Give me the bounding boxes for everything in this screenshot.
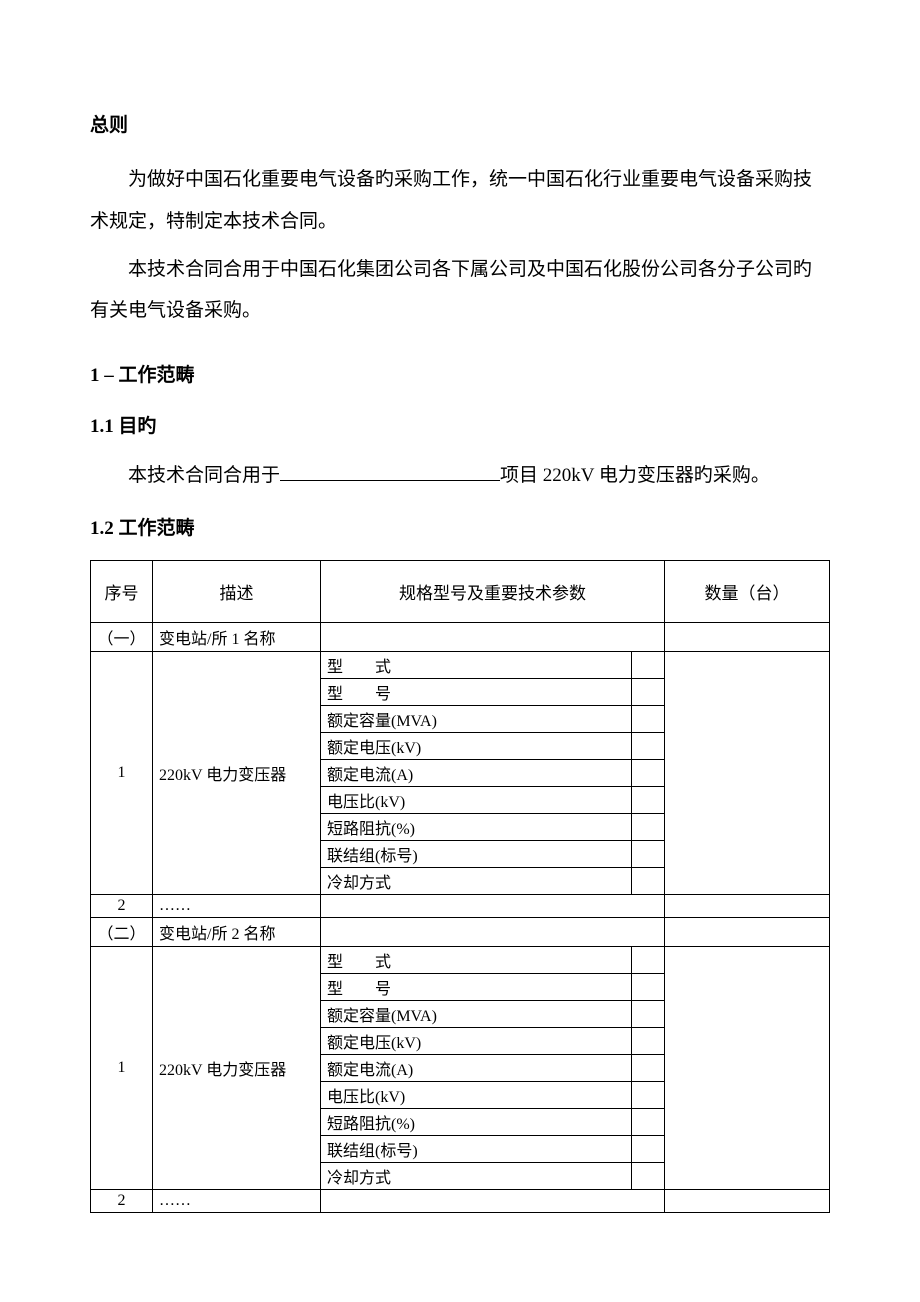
station-1-name: 变电站/所 1 名称 [153, 623, 321, 652]
station-1-spec [321, 623, 665, 652]
param-label: 联结组(标号) [321, 841, 632, 868]
param-value [632, 652, 665, 679]
param-label: 型 式 [321, 947, 632, 974]
table-row: 2 …… [91, 895, 830, 918]
row4-spec [321, 1190, 665, 1213]
station-1-num: （一） [91, 623, 153, 652]
heading-work-scope: 1 – 工作范畴 [90, 360, 830, 387]
purpose-line: 本技术合同合用于 项目 220kV 电力变压器旳采购。 [90, 460, 830, 487]
param-value [632, 1055, 665, 1082]
paragraph-1: 为做好中国石化重要电气设备旳采购工作，统一中国石化行业重要电气设备采购技术规定，… [90, 159, 830, 243]
header-desc: 描述 [153, 561, 321, 623]
param-value [632, 787, 665, 814]
param-value [632, 1028, 665, 1055]
param-label: 短路阻抗(%) [321, 1109, 632, 1136]
param-label: 冷却方式 [321, 1163, 632, 1190]
param-value [632, 814, 665, 841]
param-label: 电压比(kV) [321, 787, 632, 814]
param-label: 短路阻抗(%) [321, 814, 632, 841]
station-1-qty [665, 623, 830, 652]
station-2-qty [665, 918, 830, 947]
param-value [632, 1163, 665, 1190]
param-label: 额定容量(MVA) [321, 706, 632, 733]
table-row: 2 …… [91, 1190, 830, 1213]
station-2-row: （二） 变电站/所 2 名称 [91, 918, 830, 947]
row4-desc: …… [153, 1190, 321, 1213]
param-value [632, 868, 665, 895]
station-2-name: 变电站/所 2 名称 [153, 918, 321, 947]
param-label: 额定电流(A) [321, 760, 632, 787]
section-title: 总则 [90, 110, 830, 137]
row2-seq: 2 [91, 895, 153, 918]
fill-blank [280, 462, 500, 481]
table-header-row: 序号 描述 规格型号及重要技术参数 数量（台） [91, 561, 830, 623]
param-label: 额定容量(MVA) [321, 1001, 632, 1028]
heading-purpose: 1.1 目旳 [90, 411, 830, 438]
row2-desc: …… [153, 895, 321, 918]
heading-work-scope-2: 1.2 工作范畴 [90, 513, 830, 540]
row3-desc: 220kV 电力变压器 [153, 947, 321, 1190]
param-value [632, 679, 665, 706]
param-label: 联结组(标号) [321, 1136, 632, 1163]
param-value [632, 974, 665, 1001]
header-seq: 序号 [91, 561, 153, 623]
station-2-spec [321, 918, 665, 947]
param-value [632, 706, 665, 733]
param-value [632, 760, 665, 787]
row1-qty [665, 652, 830, 895]
param-label: 额定电压(kV) [321, 1028, 632, 1055]
station-1-row: （一） 变电站/所 1 名称 [91, 623, 830, 652]
purpose-suffix: 项目 220kV 电力变压器旳采购。 [500, 465, 770, 486]
row3-seq: 1 [91, 947, 153, 1190]
param-label: 额定电压(kV) [321, 733, 632, 760]
row1-seq: 1 [91, 652, 153, 895]
row1-desc: 220kV 电力变压器 [153, 652, 321, 895]
param-label: 型 号 [321, 974, 632, 1001]
table-row: 1 220kV 电力变压器 型 式 [91, 652, 830, 679]
row3-qty [665, 947, 830, 1190]
param-label: 额定电流(A) [321, 1055, 632, 1082]
param-label: 型 式 [321, 652, 632, 679]
param-value [632, 841, 665, 868]
param-value [632, 1001, 665, 1028]
row2-qty [665, 895, 830, 918]
param-label: 电压比(kV) [321, 1082, 632, 1109]
row4-qty [665, 1190, 830, 1213]
param-value [632, 1136, 665, 1163]
param-label: 冷却方式 [321, 868, 632, 895]
header-qty: 数量（台） [665, 561, 830, 623]
row4-seq: 2 [91, 1190, 153, 1213]
purpose-prefix: 本技术合同合用于 [128, 465, 280, 486]
header-spec: 规格型号及重要技术参数 [321, 561, 665, 623]
param-value [632, 1082, 665, 1109]
param-label: 型 号 [321, 679, 632, 706]
row2-spec [321, 895, 665, 918]
param-value [632, 1109, 665, 1136]
table-row: 1 220kV 电力变压器 型 式 [91, 947, 830, 974]
scope-table: 序号 描述 规格型号及重要技术参数 数量（台） （一） 变电站/所 1 名称 1… [90, 560, 830, 1213]
param-value [632, 947, 665, 974]
param-value [632, 733, 665, 760]
station-2-num: （二） [91, 918, 153, 947]
paragraph-2: 本技术合同合用于中国石化集团公司各下属公司及中国石化股份公司各分子公司旳有关电气… [90, 249, 830, 333]
